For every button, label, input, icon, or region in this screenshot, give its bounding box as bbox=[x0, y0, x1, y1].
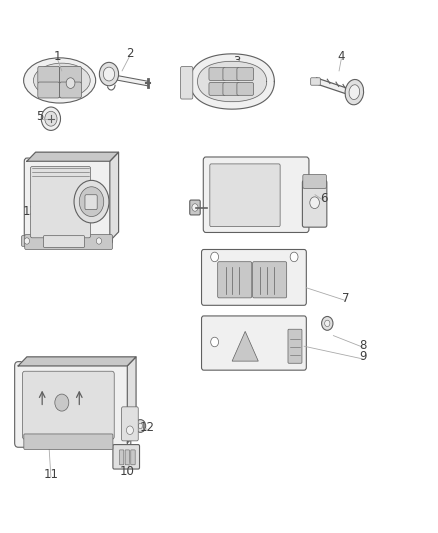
Circle shape bbox=[74, 180, 109, 223]
FancyBboxPatch shape bbox=[201, 249, 306, 305]
Text: 13: 13 bbox=[23, 205, 38, 218]
Ellipse shape bbox=[345, 79, 364, 105]
Text: 11: 11 bbox=[43, 469, 58, 481]
Circle shape bbox=[321, 317, 333, 330]
FancyBboxPatch shape bbox=[209, 68, 226, 80]
Circle shape bbox=[127, 426, 134, 434]
FancyBboxPatch shape bbox=[21, 236, 33, 246]
FancyBboxPatch shape bbox=[25, 235, 113, 249]
FancyBboxPatch shape bbox=[38, 66, 60, 84]
FancyBboxPatch shape bbox=[60, 66, 81, 84]
FancyBboxPatch shape bbox=[201, 316, 306, 370]
FancyBboxPatch shape bbox=[203, 157, 309, 232]
Text: 7: 7 bbox=[342, 292, 350, 305]
FancyBboxPatch shape bbox=[30, 166, 91, 238]
FancyBboxPatch shape bbox=[14, 362, 131, 447]
Circle shape bbox=[79, 187, 104, 216]
FancyBboxPatch shape bbox=[302, 180, 327, 227]
FancyBboxPatch shape bbox=[180, 67, 193, 99]
Text: 12: 12 bbox=[139, 421, 155, 433]
FancyBboxPatch shape bbox=[24, 434, 113, 449]
Ellipse shape bbox=[349, 85, 360, 100]
FancyBboxPatch shape bbox=[237, 68, 254, 80]
FancyBboxPatch shape bbox=[303, 174, 326, 188]
FancyBboxPatch shape bbox=[209, 83, 226, 95]
FancyBboxPatch shape bbox=[223, 83, 240, 95]
FancyBboxPatch shape bbox=[122, 407, 138, 441]
Text: 8: 8 bbox=[360, 338, 367, 352]
Text: 2: 2 bbox=[126, 47, 133, 60]
Polygon shape bbox=[27, 152, 119, 161]
Circle shape bbox=[290, 252, 298, 262]
FancyBboxPatch shape bbox=[288, 329, 302, 364]
FancyBboxPatch shape bbox=[60, 82, 81, 98]
Text: 3: 3 bbox=[233, 55, 240, 68]
Circle shape bbox=[211, 337, 219, 347]
FancyBboxPatch shape bbox=[125, 450, 130, 465]
Circle shape bbox=[211, 252, 219, 262]
Circle shape bbox=[192, 204, 198, 211]
FancyBboxPatch shape bbox=[24, 158, 113, 244]
Circle shape bbox=[45, 111, 57, 126]
Circle shape bbox=[41, 107, 60, 131]
Polygon shape bbox=[232, 332, 258, 361]
Circle shape bbox=[135, 419, 146, 432]
Polygon shape bbox=[110, 152, 119, 241]
Circle shape bbox=[310, 197, 319, 208]
FancyBboxPatch shape bbox=[253, 262, 287, 298]
Polygon shape bbox=[198, 61, 267, 102]
Circle shape bbox=[325, 320, 330, 327]
Polygon shape bbox=[127, 357, 136, 443]
FancyBboxPatch shape bbox=[85, 195, 97, 209]
Ellipse shape bbox=[33, 63, 90, 98]
Circle shape bbox=[55, 394, 69, 411]
FancyBboxPatch shape bbox=[237, 83, 254, 95]
Text: 9: 9 bbox=[359, 350, 367, 364]
Polygon shape bbox=[190, 54, 274, 109]
FancyBboxPatch shape bbox=[43, 236, 85, 247]
FancyBboxPatch shape bbox=[190, 200, 200, 215]
Circle shape bbox=[99, 62, 119, 86]
FancyBboxPatch shape bbox=[218, 262, 252, 298]
Circle shape bbox=[96, 238, 102, 244]
FancyBboxPatch shape bbox=[311, 78, 320, 85]
Text: 4: 4 bbox=[338, 50, 345, 63]
Text: 6: 6 bbox=[320, 192, 328, 205]
FancyBboxPatch shape bbox=[120, 450, 124, 465]
FancyBboxPatch shape bbox=[223, 68, 240, 80]
FancyBboxPatch shape bbox=[38, 82, 60, 98]
Text: 5: 5 bbox=[36, 110, 44, 123]
Text: 1: 1 bbox=[54, 50, 61, 63]
FancyBboxPatch shape bbox=[22, 371, 114, 439]
FancyBboxPatch shape bbox=[131, 450, 135, 465]
FancyBboxPatch shape bbox=[210, 164, 280, 227]
Circle shape bbox=[290, 337, 298, 347]
FancyBboxPatch shape bbox=[113, 445, 140, 469]
Circle shape bbox=[66, 78, 75, 88]
Circle shape bbox=[138, 423, 143, 429]
Ellipse shape bbox=[24, 58, 95, 103]
Polygon shape bbox=[18, 357, 136, 366]
Text: 10: 10 bbox=[120, 465, 135, 478]
FancyBboxPatch shape bbox=[94, 236, 105, 246]
Circle shape bbox=[24, 238, 29, 244]
Circle shape bbox=[103, 67, 115, 81]
